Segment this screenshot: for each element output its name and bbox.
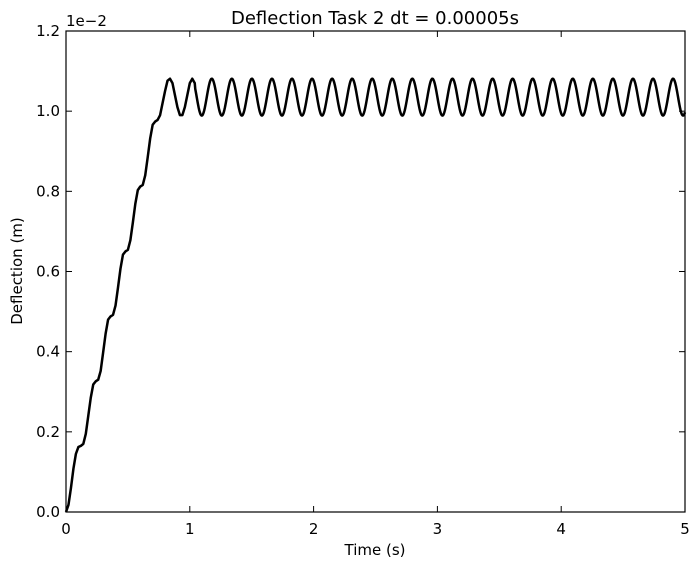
y-axis-label: Deflection (m) bbox=[8, 217, 26, 325]
y-axis-ticks: 0.0 0.2 0.4 0.6 0.8 1.0 1.2 bbox=[36, 22, 685, 521]
chart-title: Deflection Task 2 dt = 0.00005s bbox=[231, 8, 519, 29]
x-axis-label: Time (s) bbox=[344, 541, 406, 559]
y-axis-multiplier: 1e−2 bbox=[66, 12, 107, 30]
x-axis-ticks: 0 1 2 3 4 5 bbox=[61, 31, 690, 538]
y-tick-label: 0.4 bbox=[36, 343, 60, 361]
plot-area bbox=[64, 77, 687, 513]
y-tick-label: 0.0 bbox=[36, 503, 60, 521]
series-line-deflection bbox=[64, 77, 687, 513]
x-tick-label: 2 bbox=[309, 520, 319, 538]
x-tick-label: 0 bbox=[61, 520, 71, 538]
y-tick-label: 1.2 bbox=[36, 22, 60, 40]
x-tick-label: 3 bbox=[433, 520, 443, 538]
y-tick-label: 0.2 bbox=[36, 423, 60, 441]
y-tick-label: 0.6 bbox=[36, 263, 60, 281]
x-tick-label: 1 bbox=[185, 520, 195, 538]
x-tick-label: 5 bbox=[680, 520, 690, 538]
y-tick-label: 0.8 bbox=[36, 182, 60, 200]
x-tick-label: 4 bbox=[556, 520, 566, 538]
y-tick-label: 1.0 bbox=[36, 102, 60, 120]
